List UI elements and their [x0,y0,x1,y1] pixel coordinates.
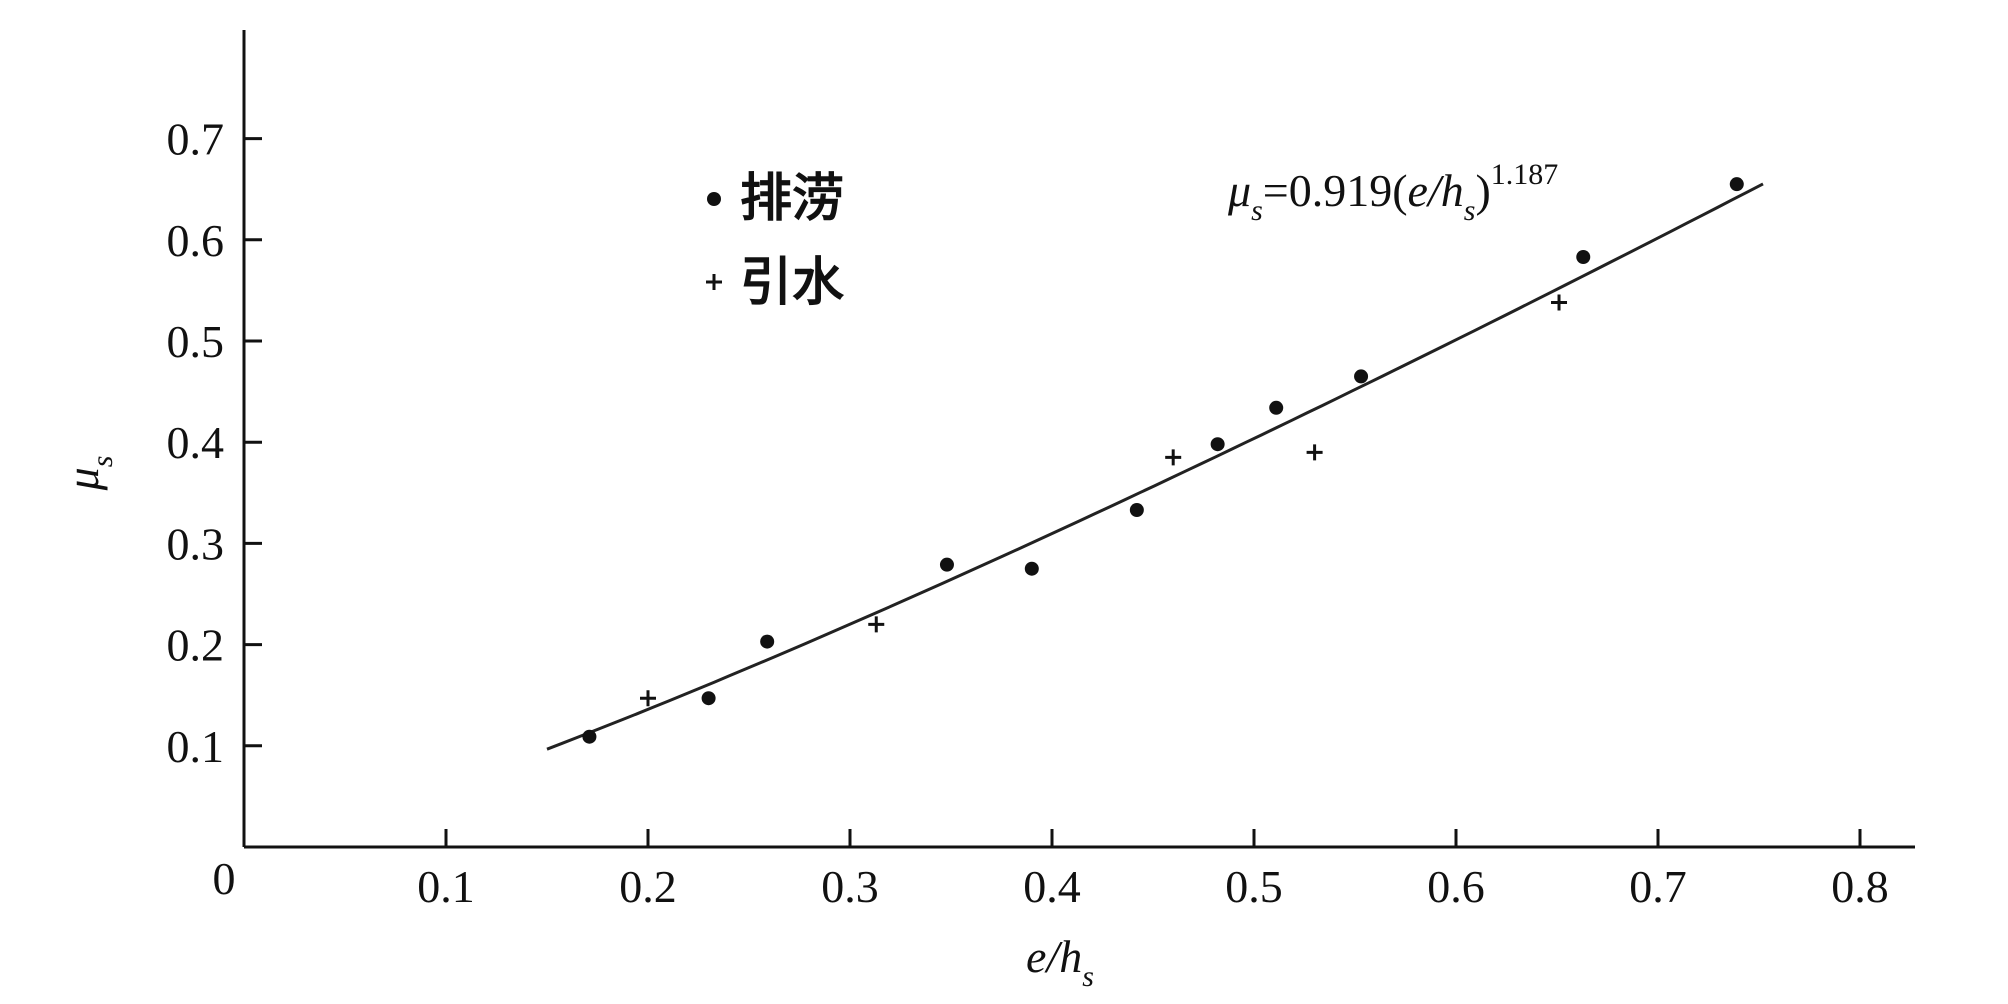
x-axis-label: e/hs [1026,931,1094,993]
point-paichao [939,557,954,572]
y-tick-label: 0.7 [167,114,225,165]
origin-label: 0 [213,853,236,904]
eq-var: e/h [1408,165,1464,216]
legend-label-yinshui: 引水 [740,253,845,313]
point-paichao [701,691,716,706]
legend-plus-marker [706,274,722,290]
point-yinshui [1551,294,1568,311]
y-axis-label: μs [57,456,119,492]
legend-item-yinshui: 引水 [706,253,845,313]
x-ticks: 0.1 0.2 0.3 0.4 0.5 0.6 0.7 0.8 [417,829,1889,912]
y-tick-label: 0.5 [167,316,225,367]
point-paichao [760,634,775,649]
eq-lhs: μ [1227,165,1251,216]
point-paichao [1129,503,1144,518]
x-tick-label: 0.3 [821,861,879,912]
x-tick-label: 0.4 [1023,861,1081,912]
legend-label-paichao: 排涝 [740,169,844,229]
y-tick-label: 0.1 [167,721,225,772]
point-paichao [582,729,597,744]
series-yinshui-points [640,294,1568,707]
legend-item-paichao: 排涝 [707,169,844,229]
eq-lhs-sub: s [1251,194,1263,227]
point-yinshui [1306,444,1323,461]
x-axis-label-main: e/h [1026,931,1082,982]
y-tick-label: 0.3 [167,518,225,569]
y-tick-label: 0.2 [167,620,225,671]
point-paichao [1024,561,1039,576]
eq-exp: 1.187 [1491,158,1559,191]
legend-dot-marker [707,192,721,206]
point-paichao [1210,437,1225,452]
y-ticks: 0.1 0.2 0.3 0.4 0.5 0.6 0.7 [167,114,262,772]
point-paichao [1269,400,1284,415]
point-paichao [1576,250,1591,265]
legend: 排涝 引水 [706,169,845,313]
y-tick-label: 0.4 [167,417,225,468]
fit-equation: μs=0.919(e/hs)1.187 [1227,158,1558,227]
x-tick-label: 0.1 [417,861,475,912]
y-axis-label-sub: s [86,456,119,468]
y-axis-label-main: μ [57,467,108,491]
y-tick-label: 0.6 [167,215,225,266]
x-tick-label: 0.8 [1831,861,1889,912]
series-paichao-points [582,177,1744,744]
x-tick-label: 0.2 [619,861,677,912]
eq-var-sub: s [1464,194,1476,227]
axes [242,30,1915,849]
eq-close: ) [1475,165,1490,216]
point-paichao [1729,177,1744,192]
x-tick-label: 0.7 [1629,861,1687,912]
eq-coef: =0.919( [1263,165,1408,216]
x-tick-label: 0.6 [1427,861,1485,912]
fit-line [546,182,1764,751]
point-yinshui [868,616,885,633]
point-yinshui [640,690,656,707]
point-yinshui [1165,449,1182,466]
x-axis-label-sub: s [1082,960,1094,993]
x-tick-label: 0.5 [1225,861,1283,912]
point-paichao [1354,369,1369,384]
